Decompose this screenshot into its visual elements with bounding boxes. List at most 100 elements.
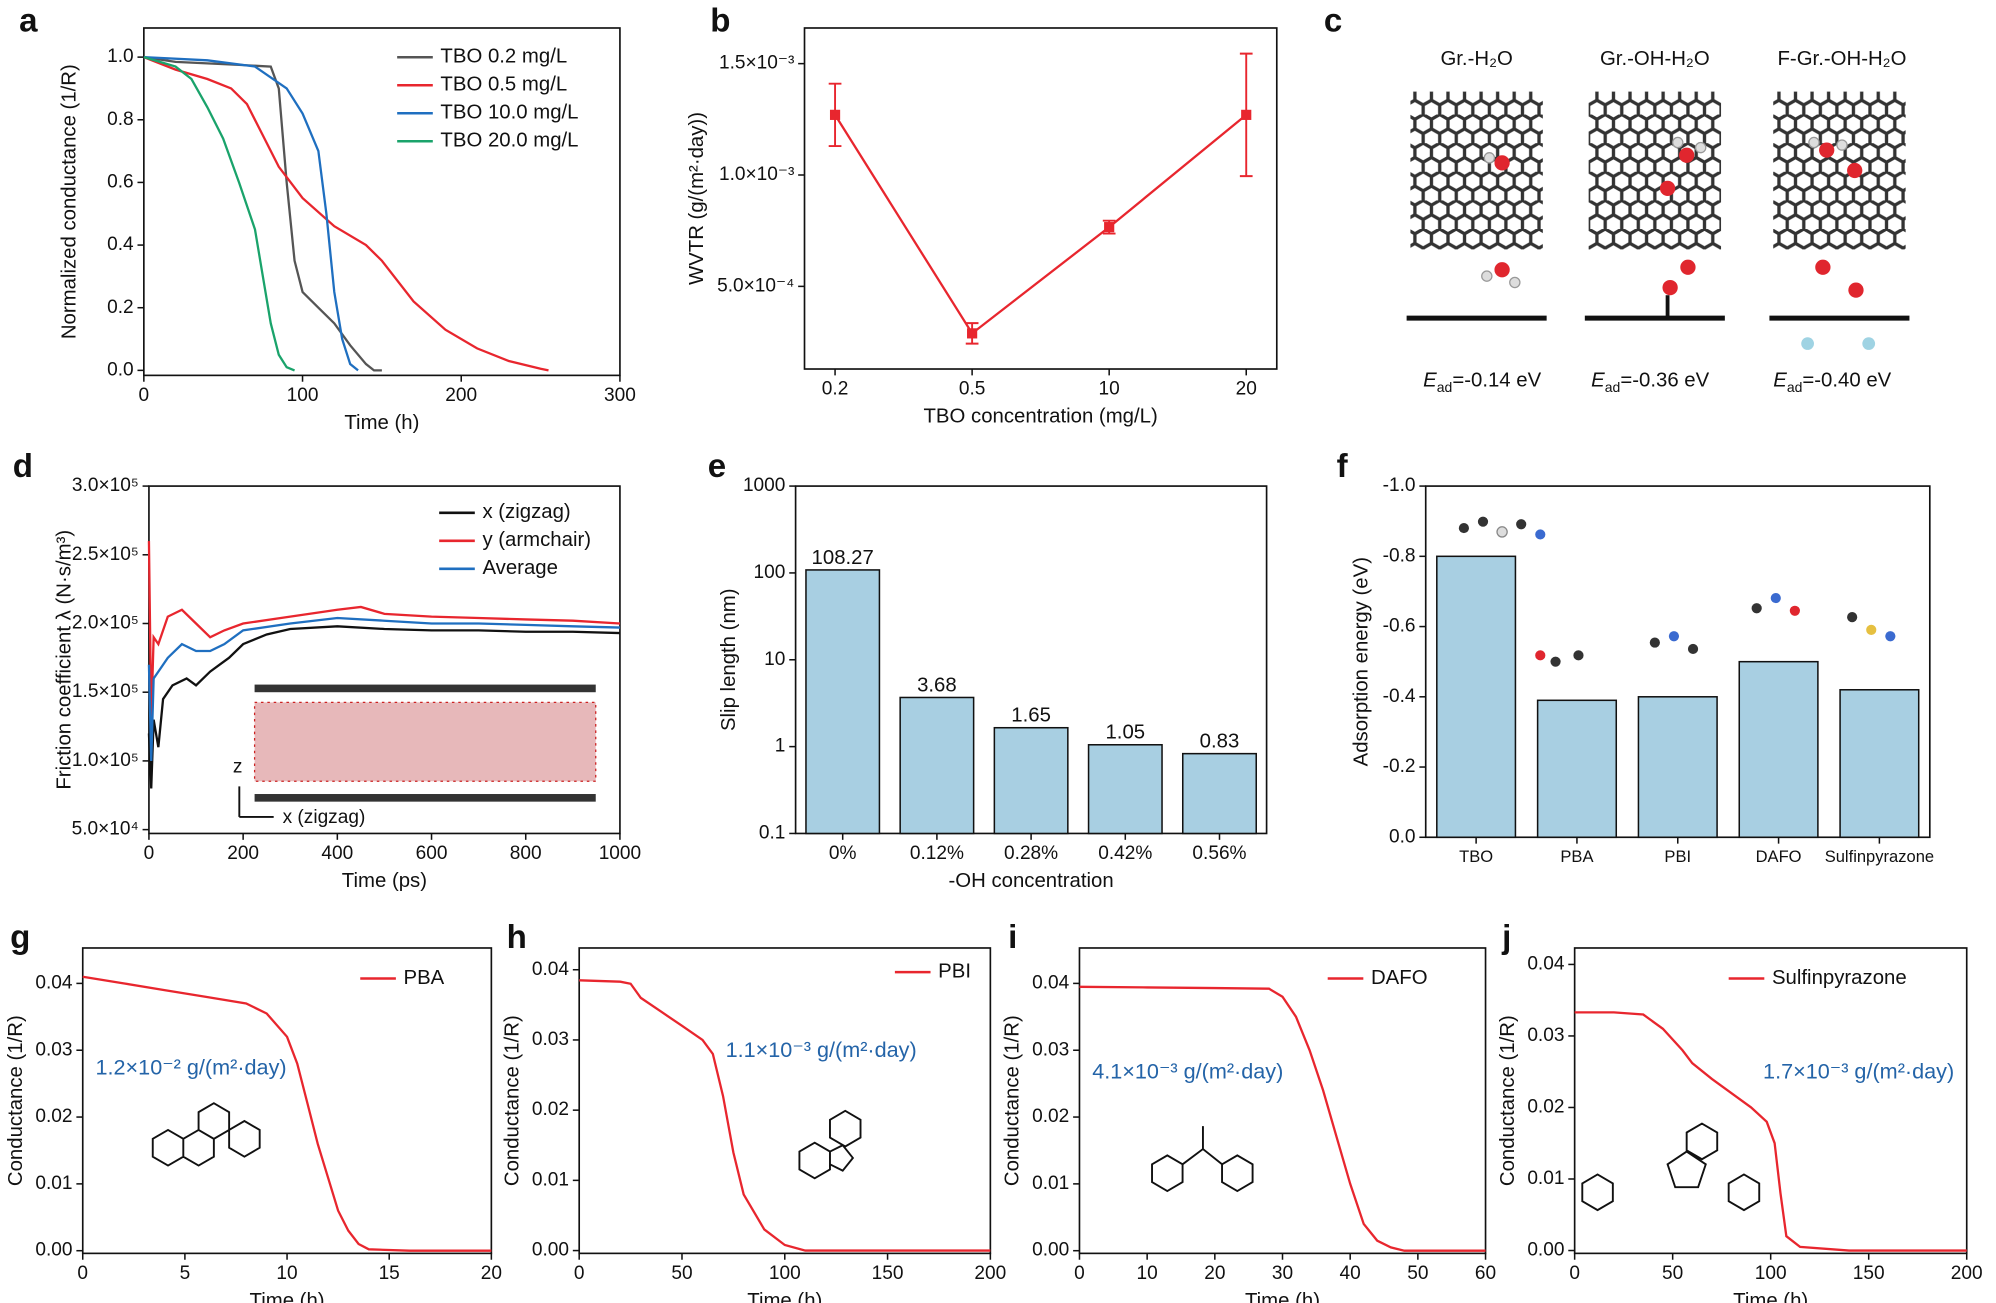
y-tick-label: 0.00 [1032,1240,1069,1261]
legend-label: TBO 0.2 mg/L [440,46,567,68]
x-tick-label: 100 [287,385,319,406]
annotation: 4.1×10⁻³ g/(m²·day) [1092,1058,1283,1083]
x-tick-label: 150 [1853,1263,1885,1284]
graphene-lattice [1773,91,1906,250]
y-tick-label: 0.03 [35,1039,72,1060]
inset-label: x (zigzag) [283,807,366,828]
bar [899,696,975,835]
y-tick-label: -0.4 [1383,686,1416,707]
x-axis-label: -OH concentration [948,870,1113,892]
line [147,616,620,761]
panel-letter: f [1337,448,1349,485]
y-tick-label: 1.0×10⁻³ [719,164,794,185]
x-tick-label: 0.5 [959,378,986,399]
x-axis-label: Time (h) [344,412,419,434]
annotation: 1.1×10⁻³ g/(m²·day) [726,1037,917,1062]
molecule-balls [1458,516,1896,667]
x-tick-label: 300 [604,385,636,406]
x-tick-label: 20 [1204,1263,1225,1284]
plot-frame [803,27,1278,370]
bar [1087,744,1163,835]
panel-letter: a [19,3,38,40]
y-tick-label: 0.02 [1032,1106,1069,1127]
marker [1241,109,1252,120]
panel-letter: e [708,448,726,485]
y-axis-label: Conductance (1/R) [5,1015,27,1186]
x-tick-label: 0% [829,843,857,864]
legend-label: TBO 0.5 mg/L [440,74,567,96]
y-tick-label: 0.4 [107,234,134,255]
x-tick-label: 30 [1272,1263,1293,1284]
legend-label: y (armchair) [482,529,591,551]
bar [1536,699,1618,839]
x-tick-label: 400 [321,843,353,864]
structure-title: Gr.-OH-H₂O [1600,48,1710,70]
annotation: 1.7×10⁻³ g/(m²·day) [1763,1058,1954,1083]
line [147,541,620,720]
plot-frame [578,947,992,1255]
x-axis-label: Time (h) [747,1290,822,1303]
x-tick-label: 100 [1755,1263,1787,1284]
plot-frame [148,485,621,835]
bar [805,569,881,835]
y-tick-label: 0.01 [1527,1168,1564,1189]
y-axis-label: Slip length (nm) [718,588,740,731]
legend-label: Average [482,557,557,579]
y-tick-label: 0.02 [35,1106,72,1127]
line [143,55,359,372]
y-tick-label: 0.00 [35,1240,72,1261]
marker [967,328,978,339]
x-tick-label: 0 [139,385,150,406]
x-tick-label: 600 [416,843,448,864]
panel-letter: d [13,448,33,485]
graphene-lattice [1410,91,1543,250]
panel-letter: c [1324,3,1342,40]
x-tick-label: 0 [1569,1263,1580,1284]
plot-frame [143,27,621,377]
plot-frame [1573,947,1968,1255]
structure-title: Gr.-H₂O [1440,48,1512,70]
y-axis-label: Normalized conductance (1/R) [58,64,80,339]
y-tick-label: 0.01 [35,1173,72,1194]
x-tick-label: DAFO [1756,847,1802,866]
molecule-sketches [151,1102,1761,1212]
y-tick-label: 0.04 [532,959,570,980]
y-tick-label: 1.0×10⁵ [72,750,139,771]
x-tick-label: TBO [1459,847,1493,866]
y-tick-label: 0.03 [1527,1025,1564,1046]
x-tick-label: 60 [1475,1263,1496,1284]
panel-c: c Gr.-H₂O Gr.-OH-H₂O F-Gr.-OH-H₂O Ead=-0… [1324,3,1910,395]
y-tick-label: 10 [764,649,785,670]
x-tick-label: 100 [769,1263,801,1284]
x-tick-label: 50 [1407,1263,1428,1284]
legend-label: TBO 20.0 mg/L [440,130,578,152]
y-axis-label: WVTR (g/(m²·day)) [686,112,708,285]
y-tick-label: 0.01 [532,1169,569,1190]
y-tick-label: 5.0×10⁴ [72,819,139,840]
x-tick-label: 0.28% [1004,843,1058,864]
y-tick-label: 0.01 [1032,1173,1069,1194]
bar [993,726,1069,835]
line [143,56,549,372]
y-tick-label: 1.0 [107,46,134,67]
y-tick-label: -0.6 [1383,616,1416,637]
value-label: 108.27 [812,547,874,569]
y-tick-label: 0.04 [1032,972,1070,993]
value-label: 1.65 [1011,705,1051,727]
y-tick-label: 1.5×10⁵ [72,681,139,702]
y-tick-label: 0.1 [759,823,786,844]
y-tick-label: 0.0 [107,359,134,380]
bar [1637,696,1718,839]
y-tick-label: 0.6 [107,171,134,192]
bar [1436,555,1517,839]
y-tick-label: 1 [775,736,786,757]
line [143,56,295,372]
x-tick-label: 10 [276,1263,297,1284]
x-tick-label: 200 [445,385,477,406]
graphene-lattice [1588,91,1722,250]
line [143,56,382,372]
y-tick-label: 0.0 [1389,826,1416,847]
y-tick-label: 1.5×10⁻³ [719,53,794,74]
bar [1839,689,1920,839]
